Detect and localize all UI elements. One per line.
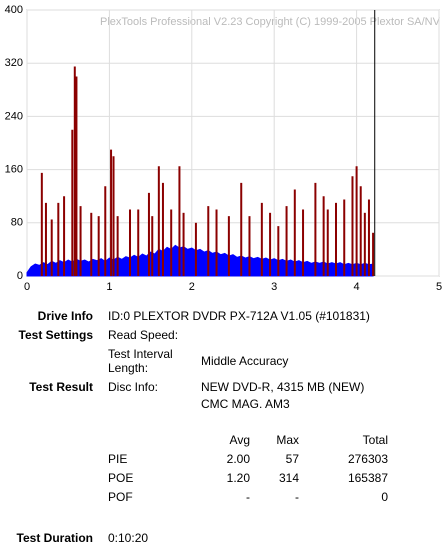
y-tick-label: 320	[5, 57, 23, 69]
stat-cell: POE	[108, 471, 134, 485]
stat-cell: POF	[108, 490, 133, 504]
y-tick-label: 240	[5, 110, 23, 122]
value: NEW DVD-R, 4315 MB (NEW)	[201, 380, 365, 394]
stat-cell: -	[295, 490, 299, 504]
x-tick-label: 1	[106, 281, 112, 293]
value: ID:0 PLEXTOR DVDR PX-712A V1.05 (#101831…	[108, 309, 370, 323]
x-tick-label: 5	[436, 281, 442, 293]
stat-cell: 165387	[347, 471, 388, 485]
value: Test Interval Length:	[108, 347, 173, 375]
value: Disc Info:	[108, 380, 159, 394]
label: Test Result	[29, 380, 93, 394]
label: Drive Info	[37, 309, 93, 323]
stat-cell: 57	[285, 452, 299, 466]
stat-cell: -	[246, 490, 250, 504]
column-header: Total	[362, 433, 388, 447]
x-tick-label: 2	[189, 281, 195, 293]
column-header: Max	[276, 433, 299, 447]
x-tick-label: 4	[354, 281, 360, 293]
value: CMC MAG. AM3	[201, 397, 290, 411]
y-tick-label: 160	[5, 164, 23, 176]
y-tick-label: 400	[5, 4, 23, 16]
x-tick-label: 3	[271, 281, 277, 293]
y-tick-label: 80	[11, 217, 23, 229]
chart-title: PlexTools Professional V2.23 Copyright (…	[100, 16, 441, 28]
y-tick-label: 0	[17, 270, 23, 282]
column-header: Avg	[229, 433, 250, 447]
value: Read Speed:	[108, 328, 179, 342]
stat-cell: 2.00	[226, 452, 250, 466]
stat-cell: 0	[381, 490, 388, 504]
stat-cell: PIE	[108, 452, 128, 466]
x-tick-label: 0	[24, 281, 30, 293]
chart: PlexTools Professional V2.23 Copyright (…	[5, 4, 442, 293]
value: Middle Accuracy	[201, 354, 289, 368]
stat-cell: 1.20	[226, 471, 250, 485]
label: Test Duration	[16, 531, 93, 545]
value: 0:10:20	[108, 531, 149, 545]
label: Test Settings	[18, 328, 93, 342]
stat-cell: 276303	[347, 452, 388, 466]
plot-frame	[26, 9, 440, 277]
stat-cell: 314	[278, 471, 299, 485]
